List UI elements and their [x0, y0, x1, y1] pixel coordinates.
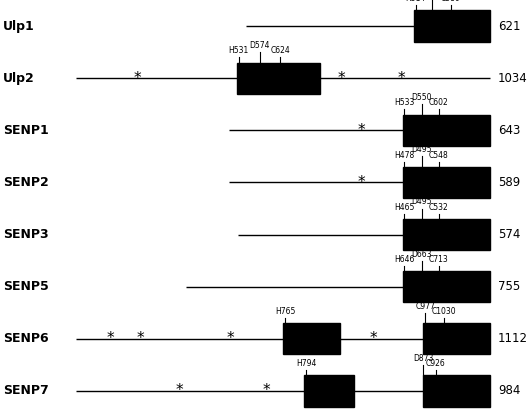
- Text: Ulp2: Ulp2: [3, 72, 34, 85]
- Bar: [423, 375, 490, 407]
- Bar: [284, 323, 340, 354]
- Text: 755: 755: [498, 280, 520, 293]
- Bar: [403, 219, 490, 250]
- Text: C580: C580: [441, 0, 461, 3]
- Text: *: *: [227, 332, 235, 346]
- Text: D550: D550: [412, 93, 432, 102]
- Text: *: *: [358, 123, 366, 138]
- Text: 1034: 1034: [498, 72, 527, 85]
- Text: SENP5: SENP5: [3, 280, 48, 293]
- Text: SENP6: SENP6: [3, 332, 48, 345]
- Bar: [237, 63, 320, 94]
- Text: C926: C926: [426, 359, 445, 368]
- Text: *: *: [134, 71, 141, 85]
- Text: D873: D873: [413, 354, 433, 363]
- Text: Ulp1: Ulp1: [3, 20, 34, 33]
- Text: *: *: [337, 71, 345, 85]
- Text: SENP2: SENP2: [3, 176, 48, 189]
- Text: D574: D574: [249, 41, 270, 50]
- Bar: [403, 271, 490, 302]
- Text: C977: C977: [415, 301, 435, 311]
- Text: C624: C624: [270, 46, 290, 55]
- Text: 621: 621: [498, 20, 521, 33]
- Text: H531: H531: [229, 46, 249, 55]
- Text: 643: 643: [498, 124, 520, 137]
- Text: C713: C713: [429, 255, 448, 264]
- Text: H646: H646: [394, 255, 415, 264]
- Bar: [423, 323, 490, 354]
- Text: 1112: 1112: [498, 332, 527, 345]
- Bar: [304, 375, 355, 407]
- Text: H765: H765: [275, 307, 296, 316]
- Text: D663: D663: [412, 249, 432, 259]
- Text: *: *: [175, 384, 183, 398]
- Text: SENP7: SENP7: [3, 384, 48, 397]
- Text: *: *: [263, 384, 270, 398]
- Text: SENP3: SENP3: [3, 228, 48, 241]
- Bar: [414, 10, 490, 42]
- Text: *: *: [107, 332, 114, 346]
- Text: C1030: C1030: [432, 307, 456, 316]
- Text: H794: H794: [296, 359, 316, 368]
- Text: 984: 984: [498, 384, 520, 397]
- Text: H465: H465: [394, 203, 415, 212]
- Text: D495: D495: [412, 197, 432, 206]
- Text: 589: 589: [498, 176, 520, 189]
- Text: H514: H514: [405, 0, 426, 3]
- Text: C532: C532: [429, 203, 448, 212]
- Text: D495: D495: [412, 145, 432, 154]
- Text: 574: 574: [498, 228, 520, 241]
- Text: *: *: [369, 332, 377, 346]
- Text: *: *: [358, 175, 366, 190]
- Bar: [403, 167, 490, 198]
- Text: C602: C602: [429, 98, 448, 108]
- Text: *: *: [397, 71, 405, 85]
- Text: SENP1: SENP1: [3, 124, 48, 137]
- Text: C548: C548: [429, 151, 448, 160]
- Text: *: *: [136, 332, 144, 346]
- Text: H533: H533: [394, 98, 415, 108]
- Text: H478: H478: [394, 151, 415, 160]
- Bar: [403, 115, 490, 146]
